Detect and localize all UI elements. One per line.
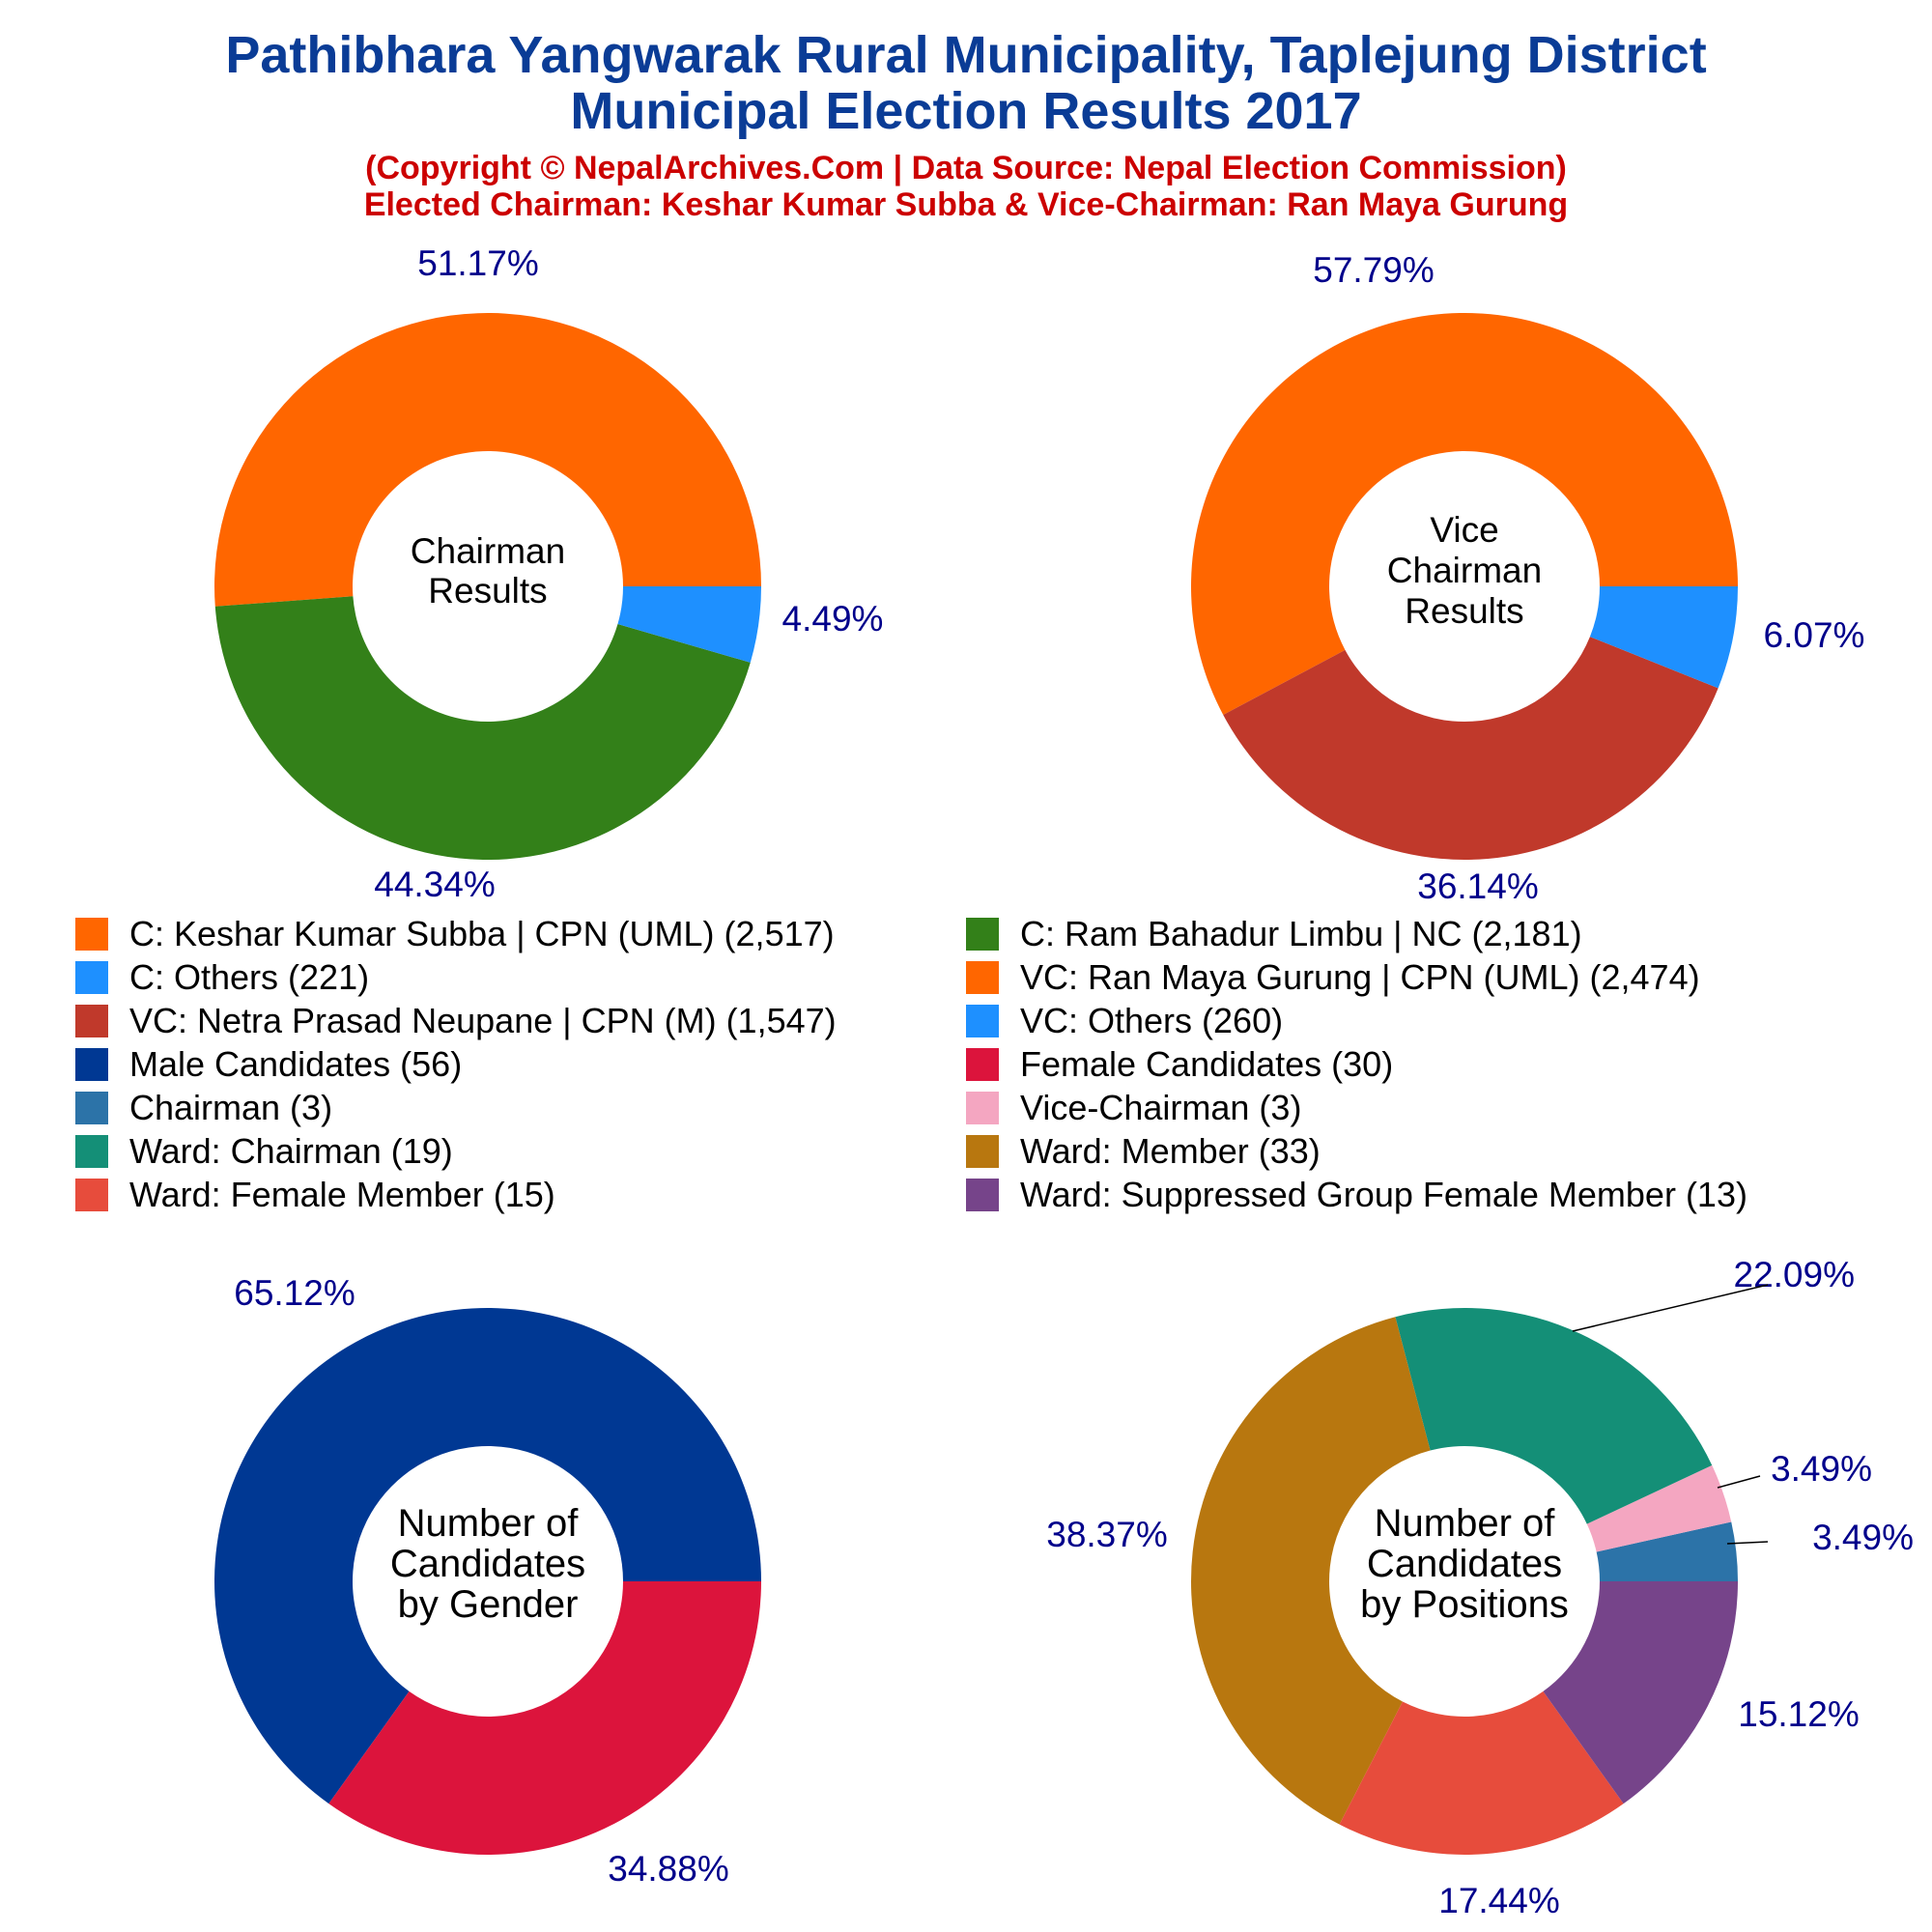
pie-slice bbox=[1543, 1581, 1738, 1804]
legend-item: Ward: Member (33) bbox=[966, 1131, 1321, 1171]
legend-item: C: Keshar Kumar Subba | CPN (UML) (2,517… bbox=[75, 914, 835, 953]
slice-percent-label: 17.44% bbox=[1438, 1881, 1560, 1920]
donut-center-label: by Gender bbox=[398, 1583, 579, 1626]
page-title-line2: Municipal Election Results 2017 bbox=[570, 82, 1362, 140]
legend-item: Vice-Chairman (3) bbox=[966, 1088, 1302, 1127]
leader-line bbox=[1726, 1541, 1769, 1545]
slice-percent-label: 3.49% bbox=[1812, 1518, 1914, 1557]
pie-slice bbox=[214, 1307, 762, 1804]
legend-label: Ward: Suppressed Group Female Member (13… bbox=[1020, 1175, 1747, 1214]
pie-slice bbox=[1223, 637, 1719, 860]
pie-slice bbox=[328, 1581, 761, 1856]
leader-line bbox=[1572, 1284, 1769, 1332]
donut-center-label: Candidates bbox=[390, 1543, 585, 1585]
legend-swatch bbox=[75, 1005, 108, 1037]
donut-center-label: Results bbox=[428, 571, 547, 611]
leader-line bbox=[1717, 1475, 1761, 1489]
donut-chart-4: 3.49%3.49%22.09%38.37%17.44%15.12%Number… bbox=[1046, 1255, 1914, 1920]
legend-swatch bbox=[75, 961, 108, 994]
legend-item: Ward: Chairman (19) bbox=[75, 1131, 453, 1171]
legend-item: Chairman (3) bbox=[75, 1088, 333, 1127]
pie-slice bbox=[1596, 1521, 1739, 1581]
legend-item: Female Candidates (30) bbox=[966, 1044, 1394, 1084]
legend-item: Male Candidates (56) bbox=[75, 1044, 463, 1084]
slice-percent-label: 44.34% bbox=[374, 865, 496, 904]
legend-item: VC: Ran Maya Gurung | CPN (UML) (2,474) bbox=[966, 957, 1700, 997]
legend-label: VC: Ran Maya Gurung | CPN (UML) (2,474) bbox=[1020, 957, 1700, 997]
legend: C: Keshar Kumar Subba | CPN (UML) (2,517… bbox=[0, 914, 1932, 1234]
slice-percent-label: 3.49% bbox=[1771, 1449, 1872, 1489]
donut-center-label: by Positions bbox=[1360, 1583, 1569, 1626]
donut-center-label: Chairman bbox=[411, 531, 565, 571]
slice-percent-label: 51.17% bbox=[417, 243, 539, 283]
legend-label: Ward: Member (33) bbox=[1020, 1131, 1321, 1171]
slice-percent-label: 36.14% bbox=[1417, 867, 1539, 906]
legend-swatch bbox=[966, 918, 999, 951]
elected-subtitle: Elected Chairman: Keshar Kumar Subba & V… bbox=[363, 186, 1569, 223]
copyright-subtitle: (Copyright © NepalArchives.Com | Data So… bbox=[365, 150, 1567, 186]
legend-swatch bbox=[966, 1179, 999, 1211]
legend-swatch bbox=[75, 1092, 108, 1124]
pie-slice bbox=[1339, 1690, 1624, 1856]
legend-swatch bbox=[75, 1048, 108, 1081]
legend-swatch bbox=[966, 1092, 999, 1124]
legend-item: C: Ram Bahadur Limbu | NC (2,181) bbox=[966, 914, 1582, 953]
pie-slice bbox=[1395, 1308, 1713, 1524]
legend-label: VC: Netra Prasad Neupane | CPN (M) (1,54… bbox=[129, 1001, 837, 1040]
legend-label: Female Candidates (30) bbox=[1020, 1044, 1394, 1084]
pie-slice bbox=[213, 312, 762, 607]
legend-swatch bbox=[966, 1005, 999, 1037]
legend-swatch bbox=[966, 1048, 999, 1081]
donut-center-label: Vice bbox=[1430, 510, 1498, 550]
legend-swatch bbox=[75, 1179, 108, 1211]
legend-label: Ward: Female Member (15) bbox=[129, 1175, 555, 1214]
pie-slice bbox=[214, 596, 751, 860]
slice-percent-label: 15.12% bbox=[1738, 1694, 1860, 1734]
legend-label: Vice-Chairman (3) bbox=[1020, 1088, 1302, 1127]
donut-center-label: Chairman bbox=[1387, 551, 1542, 590]
legend-label: Male Candidates (56) bbox=[129, 1044, 463, 1084]
legend-item: Ward: Female Member (15) bbox=[75, 1175, 555, 1214]
legend-label: C: Ram Bahadur Limbu | NC (2,181) bbox=[1020, 914, 1582, 953]
slice-percent-label: 57.79% bbox=[1313, 250, 1435, 290]
legend-item: VC: Netra Prasad Neupane | CPN (M) (1,54… bbox=[75, 1001, 837, 1040]
legend-swatch bbox=[75, 918, 108, 951]
pie-slice bbox=[1191, 313, 1738, 716]
legend-label: C: Keshar Kumar Subba | CPN (UML) (2,517… bbox=[129, 914, 835, 953]
legend-label: Chairman (3) bbox=[129, 1088, 333, 1127]
slice-percent-label: 38.37% bbox=[1046, 1515, 1168, 1554]
slice-percent-label: 4.49% bbox=[782, 599, 884, 639]
slice-percent-label: 34.88% bbox=[608, 1849, 729, 1889]
legend-swatch bbox=[75, 1135, 108, 1168]
legend-label: C: Others (221) bbox=[129, 957, 370, 997]
legend-item: VC: Others (260) bbox=[966, 1001, 1284, 1040]
pie-slice bbox=[1589, 586, 1738, 689]
pie-slice bbox=[617, 586, 761, 663]
donut-center-label: Results bbox=[1405, 591, 1523, 631]
page-title: Pathibhara Yangwarak Rural Municipality,… bbox=[225, 26, 1707, 84]
legend-label: VC: Others (260) bbox=[1020, 1001, 1284, 1040]
legend-swatch bbox=[966, 961, 999, 994]
donut-center-label: Number of bbox=[398, 1502, 580, 1545]
donut-center-label: Number of bbox=[1375, 1502, 1556, 1545]
pie-slice bbox=[1586, 1464, 1732, 1552]
slice-percent-label: 65.12% bbox=[234, 1273, 355, 1313]
legend-swatch bbox=[966, 1135, 999, 1168]
pie-slice bbox=[1191, 1317, 1431, 1825]
legend-item: Ward: Suppressed Group Female Member (13… bbox=[966, 1175, 1747, 1214]
legend-item: C: Others (221) bbox=[75, 957, 370, 997]
donut-center-label: Candidates bbox=[1367, 1543, 1562, 1585]
legend-label: Ward: Chairman (19) bbox=[129, 1131, 453, 1171]
slice-percent-label: 6.07% bbox=[1764, 615, 1865, 655]
